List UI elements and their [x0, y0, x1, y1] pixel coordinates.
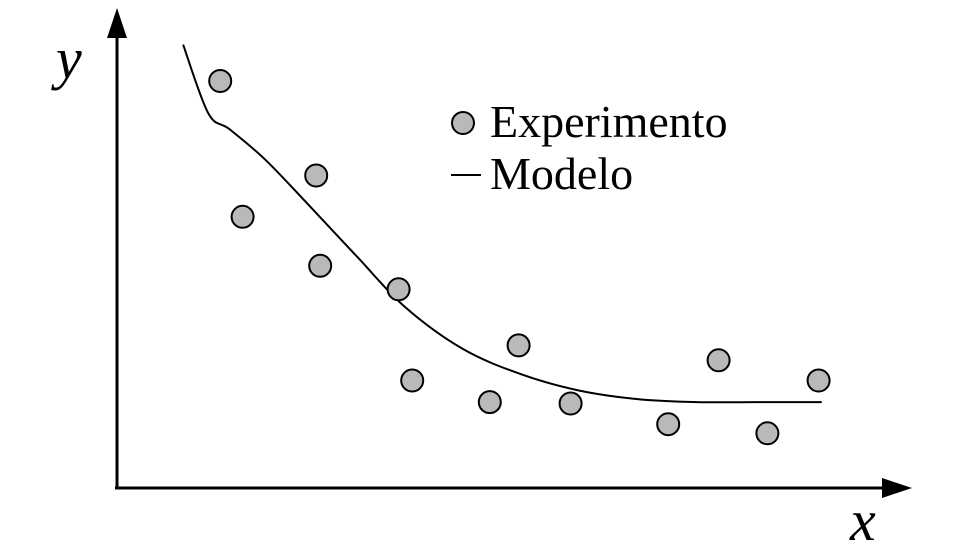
data-point-4: [308, 253, 333, 278]
y-axis-label: y: [51, 26, 82, 91]
axes: [107, 8, 912, 498]
data-point-13: [806, 368, 831, 393]
data-point-11: [706, 348, 731, 373]
x-axis-arrow: [882, 478, 912, 498]
data-point-5: [386, 277, 411, 302]
x-axis-label: x: [849, 488, 876, 553]
data-point-3: [304, 163, 329, 188]
data-point-10: [656, 412, 681, 437]
data-point-6: [400, 368, 425, 393]
legend-label-experimento: Experimento: [490, 96, 728, 147]
legend: Experimento Modelo: [451, 96, 728, 199]
experiment-series: [208, 69, 831, 446]
model-line: [182, 44, 822, 404]
data-point-2: [230, 204, 255, 229]
legend-marker-experimento: [451, 111, 475, 135]
y-axis-arrow: [107, 8, 127, 38]
data-point-9: [558, 391, 583, 416]
data-point-8: [506, 333, 531, 358]
data-point-7: [477, 390, 502, 415]
legend-label-modelo: Modelo: [490, 148, 633, 199]
data-point-1: [208, 69, 233, 93]
data-point-12: [755, 421, 780, 446]
model-series: [182, 44, 822, 404]
